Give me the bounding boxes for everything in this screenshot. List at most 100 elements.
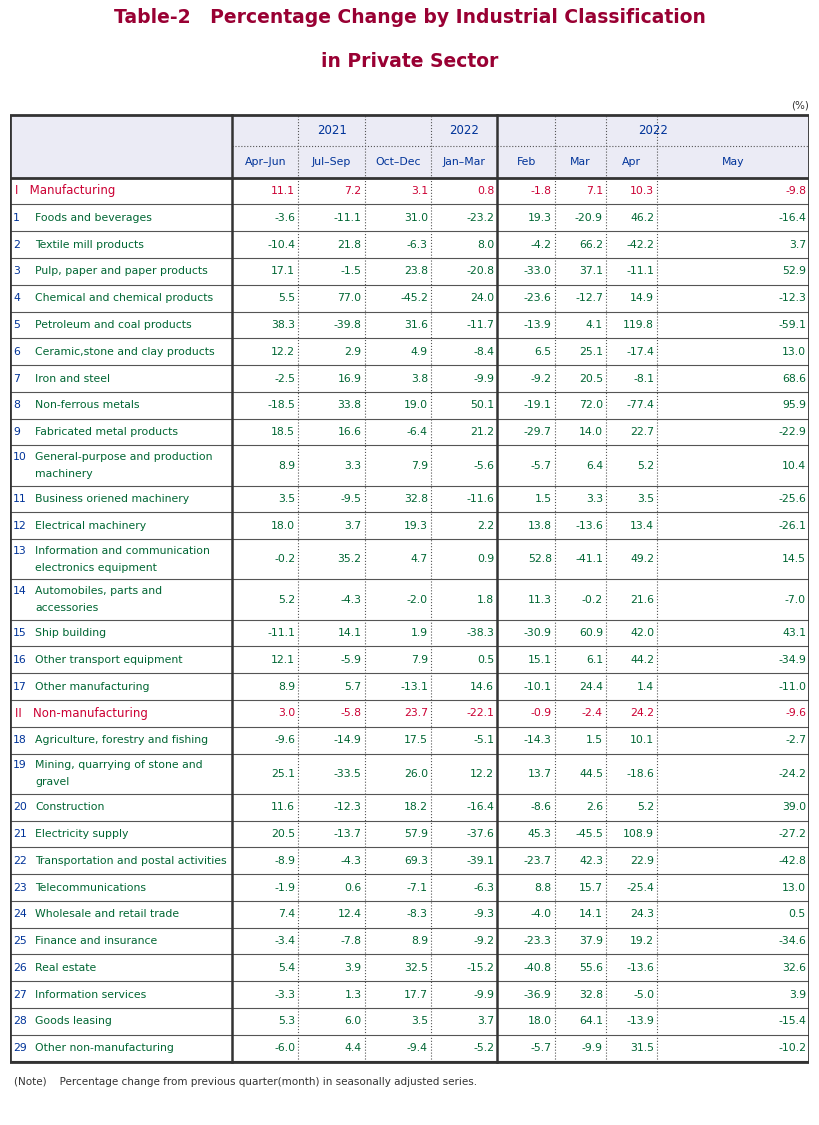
Text: 19: 19 [13,759,27,770]
Text: electronics equipment: electronics equipment [35,564,157,573]
Text: -1.9: -1.9 [274,882,295,892]
Text: (Note)    Percentage change from previous quarter(month) in seasonally adjusted : (Note) Percentage change from previous q… [14,1077,477,1087]
Text: -13.7: -13.7 [333,829,361,839]
Text: -12.3: -12.3 [333,802,361,812]
Text: 3.1: 3.1 [411,186,428,196]
Text: Transportation and postal activities: Transportation and postal activities [35,856,227,866]
Text: Chemical and chemical products: Chemical and chemical products [35,294,214,303]
Text: 5.4: 5.4 [278,963,295,973]
Text: 3.7: 3.7 [789,240,806,250]
Text: -29.7: -29.7 [524,428,552,438]
Text: 25.1: 25.1 [271,768,295,778]
Text: -1.8: -1.8 [531,186,552,196]
Text: -26.1: -26.1 [778,521,806,531]
Text: -12.3: -12.3 [778,294,806,303]
Text: 25.1: 25.1 [579,346,603,357]
Text: 2022: 2022 [450,124,479,137]
Text: 16.6: 16.6 [337,428,361,438]
Text: 5.2: 5.2 [637,802,654,812]
Text: 22.7: 22.7 [630,428,654,438]
Text: 2.9: 2.9 [345,346,361,357]
Text: 3.0: 3.0 [278,709,295,719]
Text: -8.4: -8.4 [473,346,494,357]
Text: -14.9: -14.9 [333,735,361,745]
Text: 31.5: 31.5 [630,1043,654,1053]
Text: 12.1: 12.1 [271,655,295,665]
Text: 108.9: 108.9 [623,829,654,839]
Text: -19.1: -19.1 [524,400,552,411]
Text: 6.4: 6.4 [586,460,603,470]
Text: 14.9: 14.9 [630,294,654,303]
Text: 20: 20 [13,802,27,812]
Text: -16.4: -16.4 [778,213,806,223]
Text: 15.7: 15.7 [579,882,603,892]
Text: 8.9: 8.9 [278,682,295,692]
Text: 5.2: 5.2 [637,460,654,470]
Text: 14.6: 14.6 [470,682,494,692]
Text: -9.9: -9.9 [582,1043,603,1053]
Text: Goods leasing: Goods leasing [35,1017,112,1026]
Text: 17.1: 17.1 [271,267,295,277]
Text: -27.2: -27.2 [778,829,806,839]
Text: Petroleum and coal products: Petroleum and coal products [35,319,192,330]
Text: -5.2: -5.2 [473,1043,494,1053]
Text: -9.3: -9.3 [473,909,494,919]
Text: 3.8: 3.8 [411,374,428,384]
Text: 72.0: 72.0 [579,400,603,411]
Text: Fabricated metal products: Fabricated metal products [35,428,179,438]
Text: I   Manufacturing: I Manufacturing [16,184,115,198]
Text: 32.5: 32.5 [404,963,428,973]
Text: 19.2: 19.2 [630,936,654,946]
Text: 6: 6 [13,346,20,357]
Text: -5.6: -5.6 [473,460,494,470]
Text: -0.2: -0.2 [581,594,603,604]
Text: 10.1: 10.1 [630,735,654,745]
Text: Oct–Dec: Oct–Dec [375,158,421,166]
Text: -13.9: -13.9 [524,319,552,330]
Text: -40.8: -40.8 [524,963,552,973]
Text: Electricity supply: Electricity supply [35,829,129,839]
Text: -11.1: -11.1 [627,267,654,277]
Text: II   Non-manufacturing: II Non-manufacturing [16,706,148,720]
Text: -9.8: -9.8 [785,186,806,196]
Text: 7.1: 7.1 [586,186,603,196]
Text: 14.5: 14.5 [782,555,806,565]
Text: 15.1: 15.1 [527,655,552,665]
Text: 13.7: 13.7 [527,768,552,778]
Text: 16.9: 16.9 [337,374,361,384]
Text: 6.1: 6.1 [586,655,603,665]
Text: 3.9: 3.9 [789,990,806,1000]
Text: -15.4: -15.4 [778,1017,806,1026]
Text: 26.0: 26.0 [404,768,428,778]
Text: -5.7: -5.7 [531,1043,552,1053]
Text: Jul–Sep: Jul–Sep [312,158,351,166]
Text: 21.6: 21.6 [630,594,654,604]
Text: -25.4: -25.4 [627,882,654,892]
Text: 3.3: 3.3 [345,460,361,470]
Text: -33.5: -33.5 [333,768,361,778]
Text: -42.8: -42.8 [778,856,806,866]
Text: 22.9: 22.9 [630,856,654,866]
Text: -7.8: -7.8 [341,936,361,946]
Text: -24.2: -24.2 [778,768,806,778]
Text: -30.9: -30.9 [524,628,552,638]
Text: 31.6: 31.6 [404,319,428,330]
Text: 8.9: 8.9 [411,936,428,946]
Text: -22.9: -22.9 [778,428,806,438]
Text: 13: 13 [13,546,27,556]
Text: 3.3: 3.3 [586,494,603,504]
Text: -39.1: -39.1 [466,856,494,866]
Text: 5.7: 5.7 [345,682,361,692]
Text: 24: 24 [13,909,27,919]
Text: 0.5: 0.5 [789,909,806,919]
Text: 0.6: 0.6 [344,882,361,892]
Text: Other manufacturing: Other manufacturing [35,682,150,692]
Text: 1.3: 1.3 [345,990,361,1000]
Text: 4: 4 [13,294,20,303]
Text: 1.5: 1.5 [586,735,603,745]
Text: 2022: 2022 [638,124,668,137]
Text: -5.0: -5.0 [633,990,654,1000]
Text: 8.8: 8.8 [535,882,552,892]
Text: -22.1: -22.1 [466,709,494,719]
Text: -9.5: -9.5 [341,494,361,504]
